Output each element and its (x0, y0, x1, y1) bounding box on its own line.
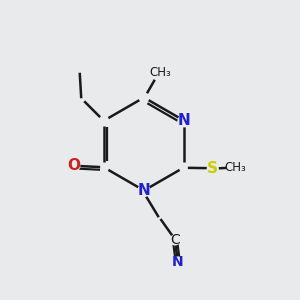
Text: CH₃: CH₃ (224, 161, 246, 174)
Text: N: N (138, 183, 150, 198)
Circle shape (178, 115, 190, 127)
Text: O: O (67, 158, 80, 173)
Circle shape (170, 235, 180, 245)
Text: N: N (178, 113, 190, 128)
Circle shape (172, 257, 183, 268)
Text: S: S (207, 161, 218, 176)
Text: N: N (172, 256, 184, 269)
Circle shape (207, 163, 218, 174)
Circle shape (152, 63, 169, 81)
Circle shape (68, 160, 80, 172)
Circle shape (138, 184, 150, 196)
Text: C: C (170, 233, 180, 247)
Text: CH₃: CH₃ (150, 65, 171, 79)
Circle shape (227, 159, 244, 176)
